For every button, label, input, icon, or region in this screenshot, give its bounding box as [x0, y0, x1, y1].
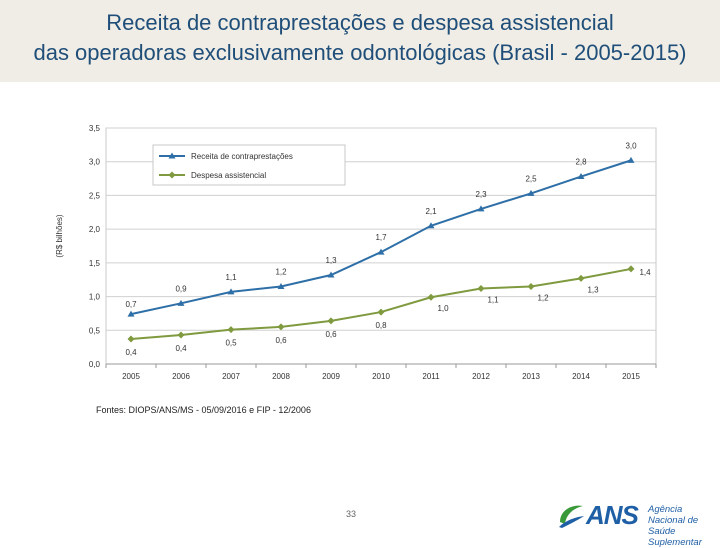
data-label: 1,1	[487, 295, 499, 304]
data-label: 1,0	[437, 304, 449, 313]
data-point	[577, 274, 585, 282]
data-point	[477, 205, 485, 212]
x-tick-label: 2013	[522, 372, 540, 381]
data-point	[627, 156, 635, 163]
data-label: 1,3	[587, 285, 599, 294]
legend-box	[152, 144, 346, 186]
y-tick-label: 2,0	[89, 225, 101, 234]
data-point	[168, 171, 176, 179]
data-label: 0,8	[375, 321, 387, 330]
data-point	[627, 265, 635, 273]
data-label: 2,1	[425, 207, 437, 216]
title-line-2: das operadoras exclusivamente odontológi…	[33, 40, 687, 65]
legend-label: Despesa assistencial	[191, 171, 266, 180]
data-label: 1,3	[325, 256, 337, 265]
page-number: 33	[346, 509, 357, 519]
data-point	[577, 173, 585, 180]
data-label: 1,7	[375, 233, 387, 242]
y-axis-label: (R$ bilhões)	[55, 214, 64, 257]
logo-subtitle-line-1: Agência Nacional de	[648, 504, 699, 526]
data-point	[327, 317, 335, 325]
x-tick-label: 2015	[622, 372, 640, 381]
data-label: 0,9	[175, 284, 187, 293]
y-tick-label: 3,5	[89, 124, 101, 133]
data-point	[227, 326, 235, 334]
data-point	[477, 284, 485, 292]
logo-subtitle: Agência Nacional de Saúde Suplementar	[648, 504, 716, 548]
data-label: 2,3	[475, 190, 487, 199]
data-label: 1,2	[275, 267, 287, 276]
data-label: 1,2	[537, 293, 549, 302]
source-note: Fontes: DIOPS/ANS/MS - 05/09/2016 e FIP …	[96, 405, 311, 415]
x-tick-label: 2011	[422, 372, 440, 381]
logo-subtitle-line-2: Saúde Suplementar	[648, 526, 702, 548]
data-point	[527, 282, 535, 290]
y-tick-label: 1,0	[89, 293, 101, 302]
data-point	[427, 293, 435, 301]
ans-logo-icon	[559, 505, 584, 528]
page-title: Receita de contraprestações e despesa as…	[0, 8, 720, 68]
data-point	[527, 189, 535, 196]
data-point	[277, 323, 285, 331]
x-tick-label: 2014	[572, 372, 590, 381]
x-tick-label: 2007	[222, 372, 240, 381]
data-label: 3,0	[625, 141, 637, 150]
data-point	[177, 331, 185, 339]
data-point	[168, 152, 176, 159]
data-label: 0,5	[225, 339, 237, 348]
x-tick-label: 2012	[472, 372, 490, 381]
data-label: 2,8	[575, 158, 587, 167]
title-band	[0, 0, 720, 82]
data-label: 1,1	[225, 273, 237, 282]
data-label: 0,7	[125, 300, 137, 309]
data-point	[127, 310, 135, 317]
y-tick-label: 3,0	[89, 158, 101, 167]
data-point	[177, 299, 185, 306]
y-tick-label: 2,5	[89, 191, 101, 200]
data-label: 0,4	[125, 348, 137, 357]
data-point	[227, 288, 235, 295]
x-tick-label: 2009	[322, 372, 340, 381]
data-label: 0,6	[275, 336, 287, 345]
legend-label: Receita de contraprestações	[191, 152, 293, 161]
y-tick-label: 0,0	[89, 360, 101, 369]
ans-logo: ANS Agência Nacional de Saúde Suplementa…	[556, 498, 716, 548]
data-label: 2,5	[525, 174, 537, 183]
data-point	[127, 335, 135, 343]
x-tick-label: 2005	[122, 372, 140, 381]
data-label: 0,4	[175, 344, 187, 353]
y-tick-label: 1,5	[89, 259, 101, 268]
data-point	[277, 282, 285, 289]
x-tick-label: 2006	[172, 372, 190, 381]
data-label: 1,4	[639, 268, 651, 277]
logo-text: ANS	[586, 500, 639, 530]
y-tick-label: 0,5	[89, 326, 101, 335]
data-point	[427, 222, 435, 229]
data-point	[377, 248, 385, 255]
title-line-1: Receita de contraprestações e despesa as…	[106, 10, 614, 35]
data-point	[327, 271, 335, 278]
x-tick-label: 2010	[372, 372, 390, 381]
x-tick-label: 2008	[272, 372, 290, 381]
data-label: 0,6	[325, 330, 337, 339]
data-point	[377, 308, 385, 316]
